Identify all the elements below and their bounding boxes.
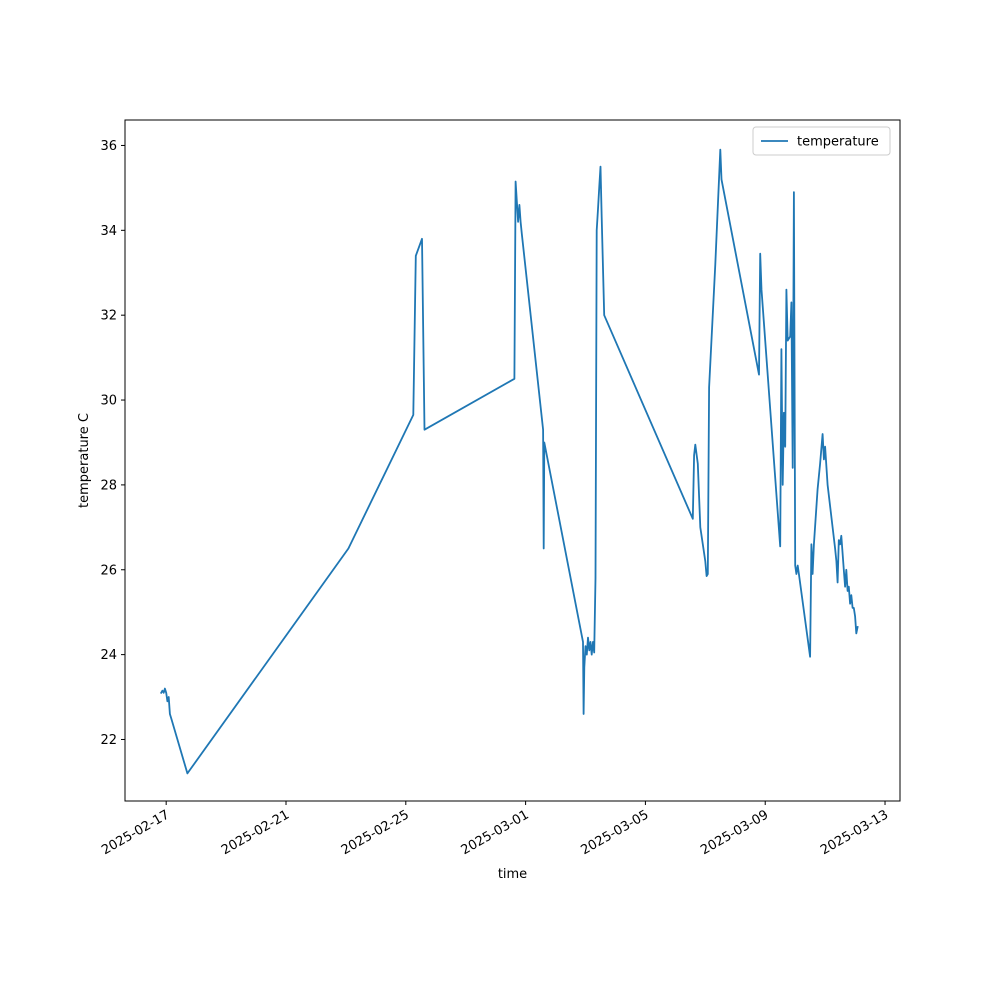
y-axis-label: temperature C <box>77 413 92 508</box>
series-layer <box>159 148 859 775</box>
legend-label: temperature <box>797 135 879 150</box>
x-tick-label: 2025-02-25 <box>339 807 412 858</box>
x-tick-label: 2025-03-05 <box>578 807 651 858</box>
x-tick-label: 2025-02-17 <box>99 807 172 858</box>
y-tick-label: 22 <box>100 733 117 748</box>
y-tick-label: 36 <box>100 139 117 154</box>
y-tick-label: 24 <box>100 648 117 663</box>
x-tick-label: 2025-03-09 <box>698 807 771 858</box>
x-tick-label: 2025-03-01 <box>459 807 532 858</box>
y-tick-label: 32 <box>100 309 117 324</box>
y-tick-label: 26 <box>100 563 117 578</box>
y-tick-label: 28 <box>100 478 117 493</box>
temperature-series-line <box>159 148 859 775</box>
x-tick-label: 2025-02-21 <box>219 807 292 858</box>
x-tick-label: 2025-03-13 <box>818 807 891 858</box>
plot-area <box>125 120 900 801</box>
x-axis-label: time <box>498 867 527 882</box>
legend: temperature <box>752 126 891 156</box>
axes-frame <box>124 119 901 802</box>
legend-box <box>752 126 891 156</box>
y-tick-label: 34 <box>100 224 117 239</box>
y-tick-label: 30 <box>100 394 117 409</box>
